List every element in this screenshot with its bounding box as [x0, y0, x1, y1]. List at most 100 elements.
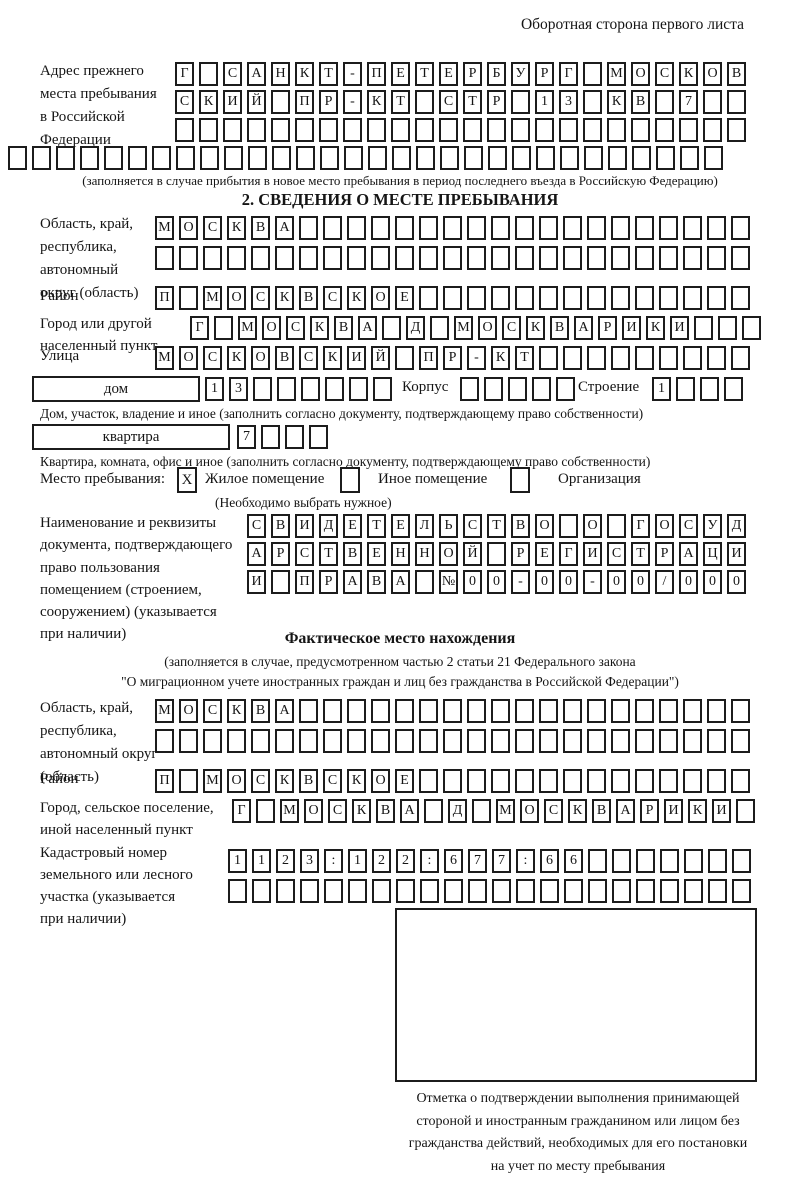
char-box: В [727, 62, 746, 86]
char-box: О [371, 769, 390, 793]
char-box [635, 346, 654, 370]
street-label: Улица [40, 348, 80, 364]
char-box [368, 146, 387, 170]
char-box [488, 146, 507, 170]
char-box: О [179, 346, 198, 370]
char-box [199, 118, 218, 142]
char-box: Н [415, 542, 434, 566]
char-box: А [358, 316, 377, 340]
char-box: М [607, 62, 626, 86]
char-box: У [703, 514, 722, 538]
actual-city-label: Город, сельское поселение, иной населенны… [40, 797, 214, 841]
char-box [635, 729, 654, 753]
char-box [736, 799, 755, 823]
char-box [635, 246, 654, 270]
char-box: Г [175, 62, 194, 86]
char-box [415, 570, 434, 594]
char-box: П [295, 570, 314, 594]
char-box [683, 246, 702, 270]
label-line: помещением (строением, [40, 581, 202, 598]
char-box: Р [640, 799, 659, 823]
char-box [708, 879, 727, 903]
actual-district-label: Район [40, 771, 79, 787]
char-box [371, 729, 390, 753]
char-box [251, 246, 270, 270]
district-label: Район [40, 288, 79, 304]
char-box: П [295, 90, 314, 114]
label-line: Адрес прежнего [40, 63, 144, 79]
label-line: населенный пункт [40, 338, 158, 354]
char-box [467, 699, 486, 723]
char-box [539, 769, 558, 793]
char-box [444, 879, 463, 903]
char-box: С [323, 769, 342, 793]
char-box: Й [247, 90, 266, 114]
char-box: Й [371, 346, 390, 370]
char-box: А [400, 799, 419, 823]
char-box: С [223, 62, 242, 86]
char-box [683, 769, 702, 793]
char-box: С [251, 769, 270, 793]
char-box: Е [343, 514, 362, 538]
char-box [607, 118, 626, 142]
char-box [635, 216, 654, 240]
korpus-row [460, 377, 575, 401]
char-box: Л [415, 514, 434, 538]
char-box [319, 118, 338, 142]
char-box [724, 377, 743, 401]
char-box [252, 879, 271, 903]
char-box [179, 729, 198, 753]
char-box [611, 346, 630, 370]
checkbox-other-premises [340, 467, 360, 493]
char-box: Г [559, 62, 578, 86]
label-line: иной населенный пункт [40, 822, 193, 838]
char-box: М [454, 316, 473, 340]
char-box [203, 246, 222, 270]
label-line: Отметка о подтверждении выполнения прини… [416, 1091, 740, 1106]
char-box [8, 146, 27, 170]
label-line: автономный [40, 262, 119, 278]
char-box: М [203, 769, 222, 793]
char-box [656, 146, 675, 170]
label-line: участка (указывается [40, 889, 176, 905]
char-box: Е [391, 514, 410, 538]
char-box: 1 [535, 90, 554, 114]
char-box: А [247, 62, 266, 86]
char-box [636, 849, 655, 873]
char-box [323, 729, 342, 753]
char-box [635, 699, 654, 723]
char-box [176, 146, 195, 170]
char-box [373, 377, 392, 401]
char-box [635, 769, 654, 793]
char-box [395, 699, 414, 723]
label-line: республика, [40, 723, 117, 739]
char-box: - [343, 62, 362, 86]
char-box: О [520, 799, 539, 823]
char-box [460, 377, 479, 401]
char-box: 6 [444, 849, 463, 873]
char-box [325, 377, 344, 401]
char-box [285, 425, 304, 449]
char-box [511, 118, 530, 142]
char-box: К [607, 90, 626, 114]
char-box: М [155, 699, 174, 723]
char-box [742, 316, 761, 340]
char-box [515, 246, 534, 270]
label-line: Кадастровый номер [40, 845, 167, 861]
char-box [587, 246, 606, 270]
region-label: Область, край, республика, автономный округ… [40, 213, 138, 305]
house-note: Дом, участок, владение и иное (заполнить… [40, 406, 644, 421]
char-box: У [511, 62, 530, 86]
char-box: С [502, 316, 521, 340]
char-box [440, 146, 459, 170]
char-box [539, 346, 558, 370]
char-box: 7 [468, 849, 487, 873]
char-box [632, 146, 651, 170]
char-box: 7 [237, 425, 256, 449]
char-box [296, 146, 315, 170]
char-box: С [328, 799, 347, 823]
